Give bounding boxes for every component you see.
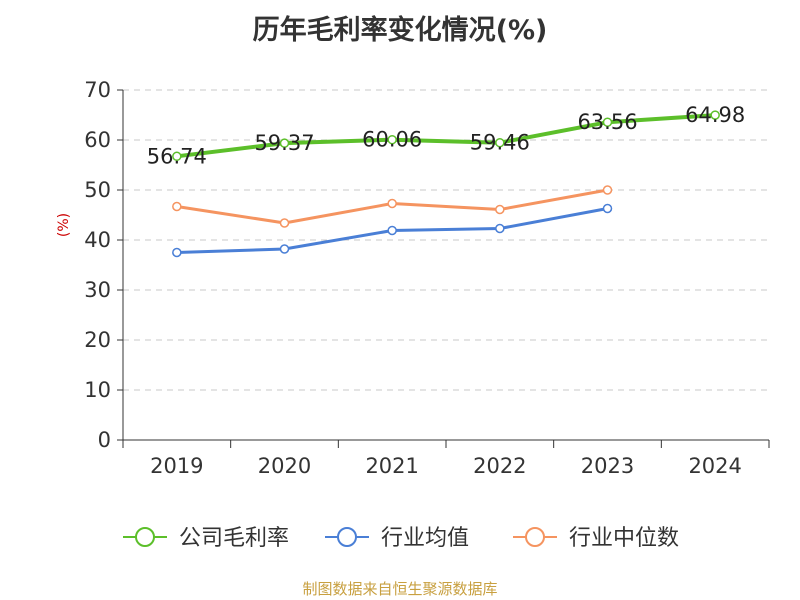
legend-marker <box>135 527 155 547</box>
data-point <box>602 117 613 127</box>
y-tick-label: 20 <box>84 328 111 352</box>
data-point <box>172 201 182 212</box>
x-tick-label: 2024 <box>688 454 741 478</box>
data-point <box>387 198 397 209</box>
series-line-0 <box>176 113 716 159</box>
data-point <box>710 110 720 120</box>
data-label: 60.06 <box>362 128 422 152</box>
data-point <box>495 137 505 148</box>
y-tick-label: 40 <box>84 228 111 252</box>
x-tick-label: 2023 <box>581 454 634 478</box>
data-point <box>172 247 182 258</box>
source-note: 制图数据来自恒生聚源数据库 <box>302 580 498 598</box>
legend-label: 行业均值 <box>381 526 469 551</box>
y-tick-label: 0 <box>98 428 111 452</box>
y-tick-label: 50 <box>84 178 111 202</box>
y-tick-label: 10 <box>84 378 111 402</box>
data-label: 63.56 <box>577 110 637 134</box>
x-tick-label: 2020 <box>258 454 311 478</box>
data-point <box>279 244 290 254</box>
y-axis-label: (%) <box>56 213 72 237</box>
legend-label: 行业中位数 <box>569 526 679 551</box>
data-label: 59.46 <box>470 131 530 155</box>
y-tick-label: 70 <box>84 78 111 102</box>
legend-marker <box>525 527 545 547</box>
data-label: 59.37 <box>254 131 314 155</box>
data-point <box>602 185 613 195</box>
y-tick-label: 60 <box>84 128 111 152</box>
data-label: 56.74 <box>147 144 207 168</box>
data-point <box>279 218 290 228</box>
data-point <box>387 134 397 145</box>
data-point <box>172 151 182 162</box>
chart-title: 历年毛利率变化情况(%) <box>252 15 548 46</box>
legend-label: 公司毛利率 <box>179 526 289 551</box>
x-tick-label: 2022 <box>473 454 526 478</box>
data-point <box>495 204 505 215</box>
x-tick-label: 2019 <box>150 454 203 478</box>
data-point <box>279 138 290 148</box>
data-point <box>495 223 505 234</box>
y-tick-label: 30 <box>84 278 111 302</box>
x-tick-label: 2021 <box>365 454 418 478</box>
legend-marker <box>337 527 357 547</box>
data-label: 64.98 <box>685 103 745 127</box>
data-point <box>602 203 613 214</box>
data-point <box>387 225 397 236</box>
